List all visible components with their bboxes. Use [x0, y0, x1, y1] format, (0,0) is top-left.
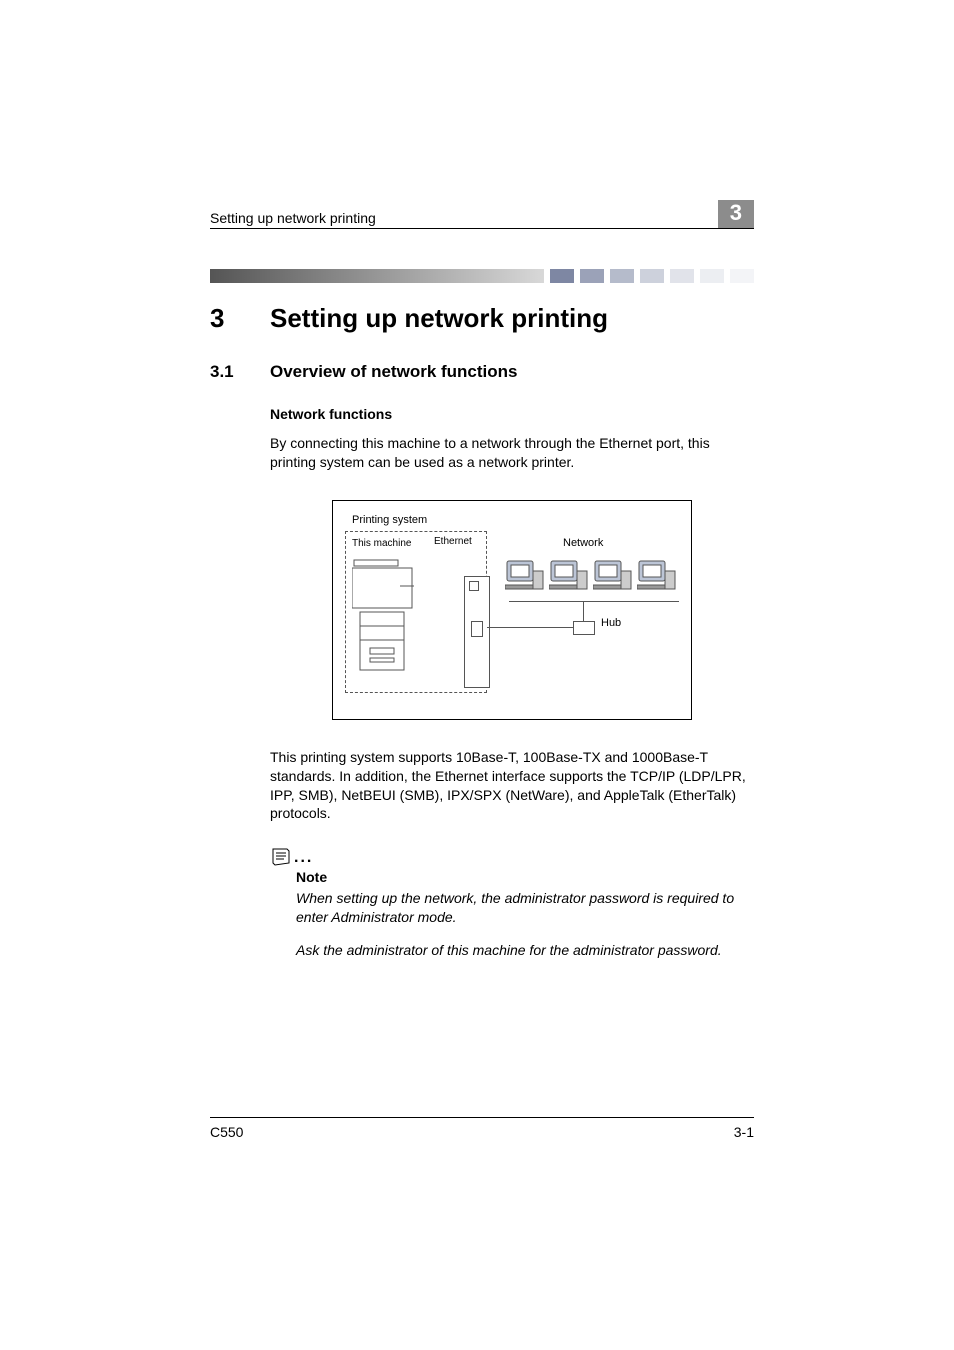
printing-system-group: Printing system This machine Ethernet: [345, 531, 487, 693]
ethernet-label: Ethernet: [434, 536, 472, 547]
decorative-stripe: [210, 269, 754, 283]
note-body-1: When setting up the network, the adminis…: [296, 889, 754, 927]
note-dots: ...: [294, 849, 313, 866]
body-paragraph-2: This printing system supports 10Base-T, …: [270, 748, 754, 824]
hub-icon: [573, 621, 595, 635]
network-diagram: Printing system This machine Ethernet: [332, 500, 692, 720]
running-header: Setting up network printing: [210, 210, 376, 226]
chapter-title: Setting up network printing: [270, 303, 608, 334]
computer-icon: [637, 557, 677, 597]
computer-icon: [593, 557, 633, 597]
note-heading: Note: [296, 869, 754, 885]
section-heading: 3.1 Overview of network functions: [210, 362, 754, 382]
hub-label: Hub: [601, 617, 621, 629]
note-block: ... Note When setting up the network, th…: [270, 847, 754, 960]
subsection-heading: Network functions: [270, 406, 754, 422]
computer-icon: [549, 557, 589, 597]
network-label: Network: [563, 537, 603, 549]
section-number: 3.1: [210, 362, 270, 382]
printing-system-label: Printing system: [352, 514, 427, 526]
this-machine-label: This machine: [352, 538, 411, 549]
printer-icon: [352, 556, 414, 676]
chapter-badge: 3: [718, 200, 754, 228]
computers-row: [505, 557, 677, 597]
footer-page: 3-1: [734, 1124, 754, 1140]
section-title: Overview of network functions: [270, 362, 518, 382]
controller-icon: [464, 576, 490, 688]
computer-icon: [505, 557, 545, 597]
note-icon: [270, 847, 292, 867]
note-body-2: Ask the administrator of this machine fo…: [296, 941, 754, 960]
body-paragraph-1: By connecting this machine to a network …: [270, 434, 754, 472]
chapter-heading: 3 Setting up network printing: [210, 303, 754, 334]
footer-model: C550: [210, 1124, 243, 1140]
chapter-number: 3: [210, 303, 270, 334]
